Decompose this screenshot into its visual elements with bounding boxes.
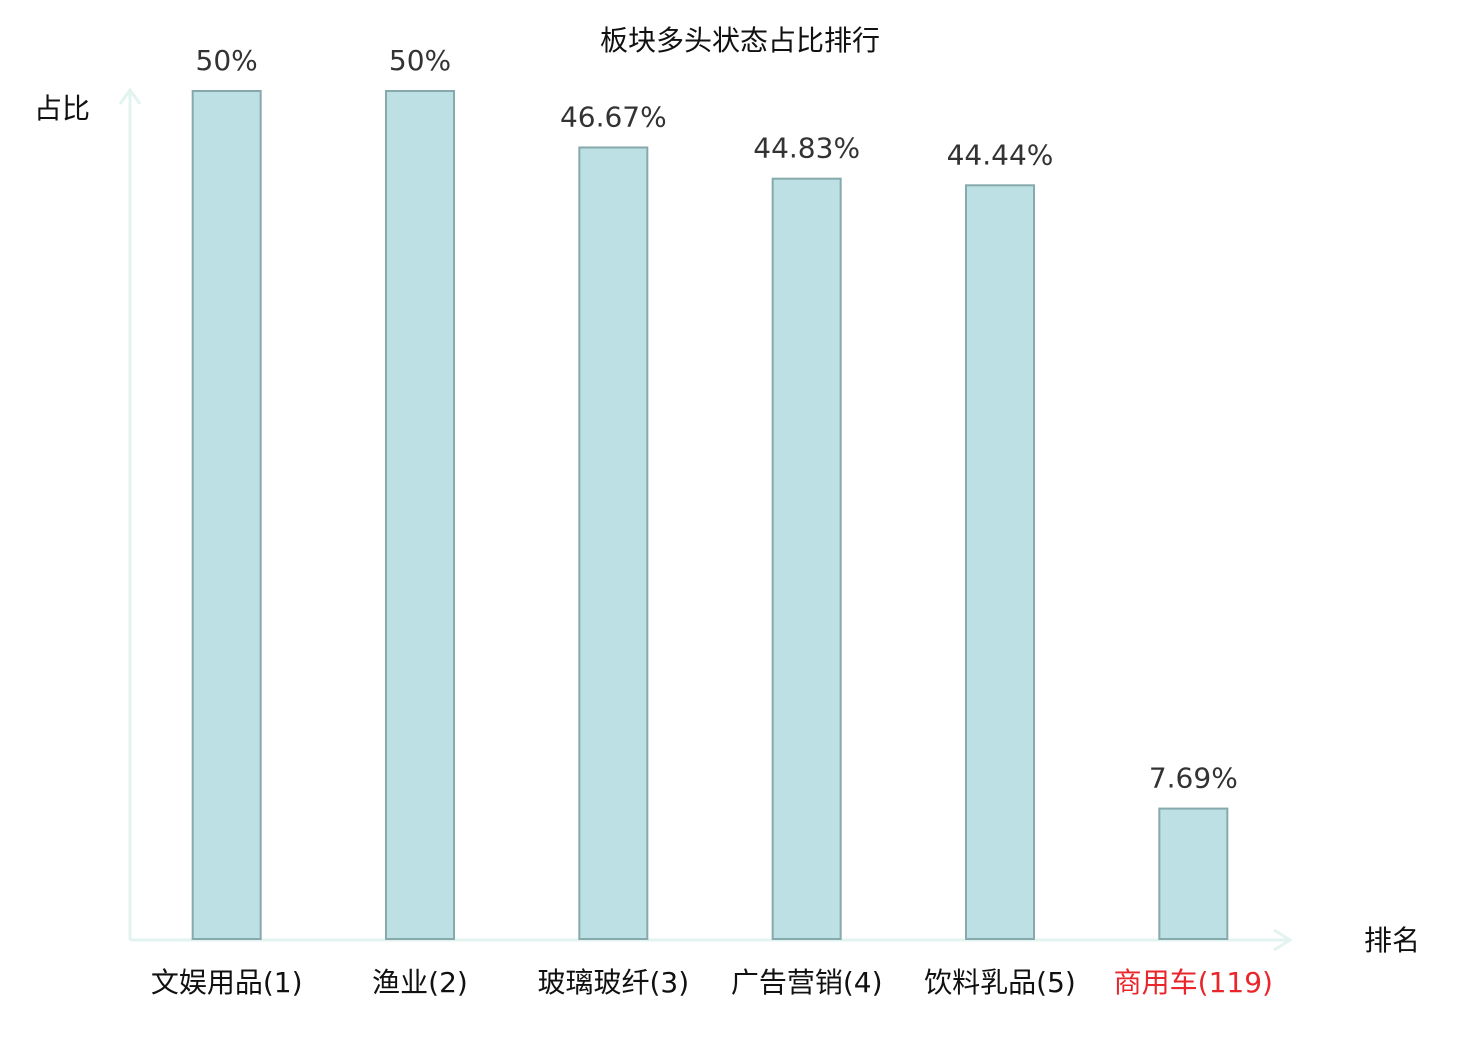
y-axis-label: 占比 <box>34 92 90 125</box>
x-tick-label: 渔业(2) <box>372 966 468 999</box>
x-tick-label: 文娱用品(1) <box>151 966 303 999</box>
x-tick-label: 饮料乳品(5) <box>924 966 1076 999</box>
axes <box>118 87 1293 952</box>
value-label: 44.44% <box>947 138 1054 171</box>
x-tick-label: 玻璃玻纤(3) <box>537 966 689 999</box>
value-label: 50% <box>196 44 258 77</box>
bar <box>965 184 1035 940</box>
bar <box>1158 807 1229 940</box>
y-axis-arrow <box>118 87 142 105</box>
value-label: 44.83% <box>753 132 860 165</box>
chart-title: 板块多头状态占比排行 <box>600 24 880 57</box>
x-tick-label: 商用车(119) <box>1114 966 1273 999</box>
value-label: 7.69% <box>1149 762 1238 795</box>
value-label: 46.67% <box>560 100 667 133</box>
x-tick-label: 广告营销(4) <box>731 966 883 999</box>
bar <box>578 146 649 940</box>
value-label: 50% <box>389 44 451 77</box>
bar <box>771 177 842 940</box>
bar <box>191 90 262 940</box>
bar <box>385 90 455 940</box>
x-axis-arrow <box>1273 928 1293 952</box>
x-axis-label: 排名 <box>1364 924 1420 957</box>
